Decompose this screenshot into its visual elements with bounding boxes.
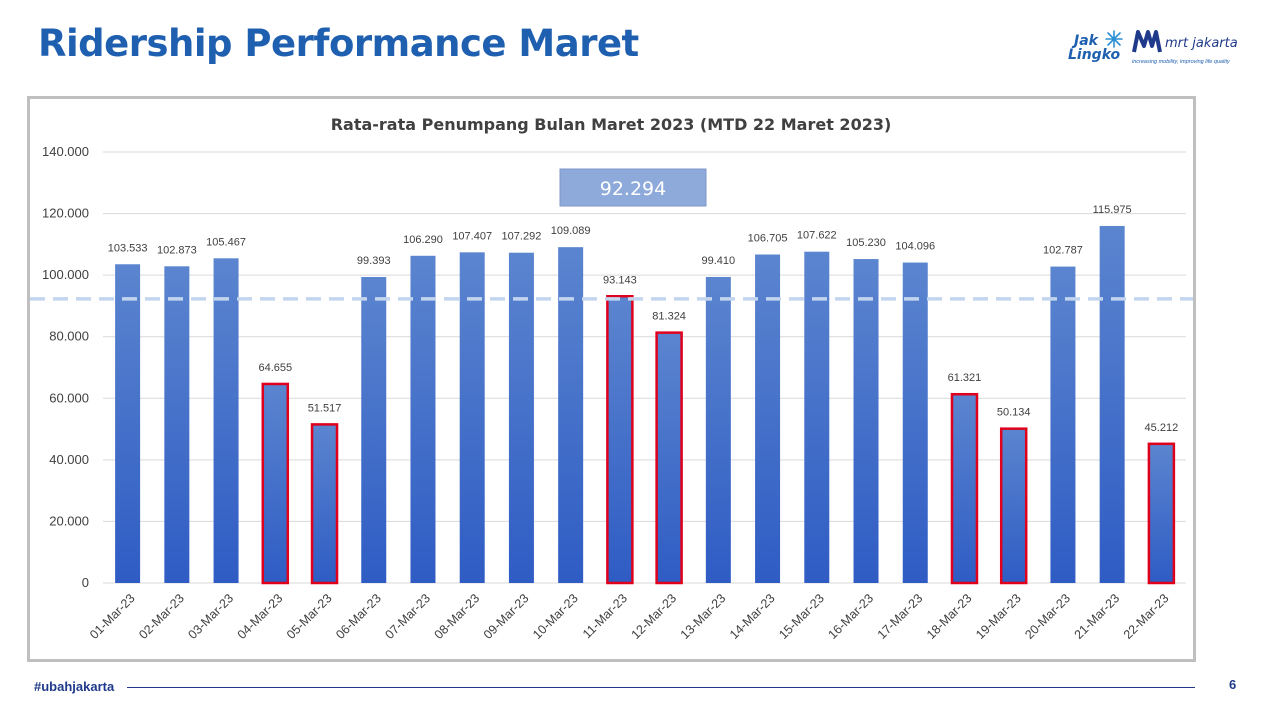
bar xyxy=(1050,266,1076,583)
x-tick-label: 16-Mar-23 xyxy=(825,591,876,642)
x-tick-label: 13-Mar-23 xyxy=(678,591,729,642)
bar-highlighted xyxy=(261,382,290,585)
mrt-mark-icon xyxy=(1132,30,1162,53)
y-tick-label: 140.000 xyxy=(42,144,89,159)
logo-group: Jak Lingko mrt jakarta increasing mobili… xyxy=(1060,22,1250,72)
y-tick-label: 100.000 xyxy=(42,267,89,282)
x-tick-label: 06-Mar-23 xyxy=(333,591,384,642)
footer-divider xyxy=(127,687,1195,688)
bar xyxy=(804,251,830,583)
y-tick-label: 120.000 xyxy=(42,206,89,221)
bar-value-label: 106.290 xyxy=(403,234,443,246)
x-tick-label: 03-Mar-23 xyxy=(186,591,237,642)
y-tick-label: 60.000 xyxy=(49,390,89,405)
bar xyxy=(459,252,485,583)
bar-value-label: 115.975 xyxy=(1093,204,1132,216)
x-tick-label: 08-Mar-23 xyxy=(432,591,483,642)
x-tick-label: 10-Mar-23 xyxy=(530,591,581,642)
bar-value-label: 109.089 xyxy=(551,225,591,237)
chart-frame: Rata-rata Penumpang Bulan Maret 2023 (MT… xyxy=(27,96,1196,662)
bar xyxy=(1099,225,1125,583)
x-tick-label: 11-Mar-23 xyxy=(580,591,630,641)
jaklingko-star-icon xyxy=(1105,30,1123,48)
average-label: 92.294 xyxy=(600,178,666,200)
x-tick-label: 17-Mar-23 xyxy=(875,591,926,642)
bar-highlighted xyxy=(655,331,683,585)
bar-value-label: 93.143 xyxy=(603,274,637,286)
x-tick-label: 19-Mar-23 xyxy=(973,591,1024,642)
x-tick-label: 18-Mar-23 xyxy=(924,591,975,642)
bar-value-label: 102.787 xyxy=(1043,245,1083,257)
mrt-jakarta-logo: mrt jakarta increasing mobility, improvi… xyxy=(1132,26,1250,66)
bar-highlighted xyxy=(999,427,1028,585)
chart-title: Rata-rata Penumpang Bulan Maret 2023 (MT… xyxy=(331,115,892,134)
x-tick-label: 20-Mar-23 xyxy=(1022,591,1073,642)
jaklingko-logo-line1: Jak xyxy=(1074,33,1098,49)
bar-value-label: 106.705 xyxy=(748,233,788,245)
bar-value-label: 102.873 xyxy=(157,244,197,256)
footer-hashtag: #ubahjakarta xyxy=(34,679,115,694)
x-tick-label: 22-Mar-23 xyxy=(1121,591,1172,642)
ridership-bar-chart: Rata-rata Penumpang Bulan Maret 2023 (MT… xyxy=(30,115,1193,642)
mrt-jakarta-tagline: increasing mobility, improving life qual… xyxy=(1132,59,1230,65)
x-tick-label: 15-Mar-23 xyxy=(776,591,827,642)
bar xyxy=(115,264,141,583)
bar-value-label: 64.655 xyxy=(258,362,292,374)
bar xyxy=(755,254,781,583)
x-tick-label: 12-Mar-23 xyxy=(629,591,680,642)
bar xyxy=(705,276,731,583)
jaklingko-logo: Jak Lingko xyxy=(1066,26,1126,66)
bar-value-label: 105.230 xyxy=(846,237,886,249)
bar-highlighted xyxy=(950,392,979,585)
bar xyxy=(558,247,584,583)
bar-value-label: 105.467 xyxy=(206,236,246,248)
x-tick-label: 05-Mar-23 xyxy=(284,591,335,642)
x-tick-label: 14-Mar-23 xyxy=(727,591,778,642)
mrt-jakarta-logo-text: mrt jakarta xyxy=(1165,36,1238,51)
y-tick-label: 40.000 xyxy=(49,452,89,467)
bar-value-label: 107.292 xyxy=(502,231,542,243)
bar-value-label: 50.134 xyxy=(997,407,1031,419)
x-tick-label: 09-Mar-23 xyxy=(481,591,532,642)
bar xyxy=(410,255,436,584)
bar-value-label: 45.212 xyxy=(1145,422,1179,434)
bar-value-label: 104.096 xyxy=(895,241,935,253)
bar-value-label: 107.622 xyxy=(797,230,837,242)
bar xyxy=(853,259,879,583)
bar-value-label: 99.410 xyxy=(702,255,736,267)
y-tick-label: 0 xyxy=(82,575,89,590)
bar-highlighted xyxy=(1147,442,1176,585)
jaklingko-logo-line2: Lingko xyxy=(1068,47,1121,63)
slide-title: Ridership Performance Maret xyxy=(38,22,639,65)
bar-highlighted xyxy=(606,295,634,585)
y-tick-label: 80.000 xyxy=(49,329,89,344)
x-tick-label: 04-Mar-23 xyxy=(235,591,286,642)
bar-highlighted xyxy=(310,423,339,585)
bar-value-label: 107.407 xyxy=(452,230,492,242)
y-tick-label: 20.000 xyxy=(49,513,89,528)
bar-value-label: 61.321 xyxy=(948,372,982,384)
x-tick-label: 07-Mar-23 xyxy=(382,591,433,642)
average-box xyxy=(559,168,707,207)
bar-value-label: 81.324 xyxy=(652,311,686,323)
bar xyxy=(164,266,190,583)
x-tick-label: 21-Mar-23 xyxy=(1072,591,1123,642)
bar xyxy=(508,252,534,583)
page-number: 6 xyxy=(1229,677,1237,692)
bar-value-label: 51.517 xyxy=(308,402,342,414)
bar xyxy=(213,258,239,583)
x-tick-label: 01-Mar-23 xyxy=(87,591,138,642)
bar xyxy=(902,262,928,583)
x-tick-label: 02-Mar-23 xyxy=(136,591,187,642)
bar-value-label: 103.533 xyxy=(108,242,148,254)
bar-value-label: 99.393 xyxy=(357,255,391,267)
bar xyxy=(361,277,387,583)
